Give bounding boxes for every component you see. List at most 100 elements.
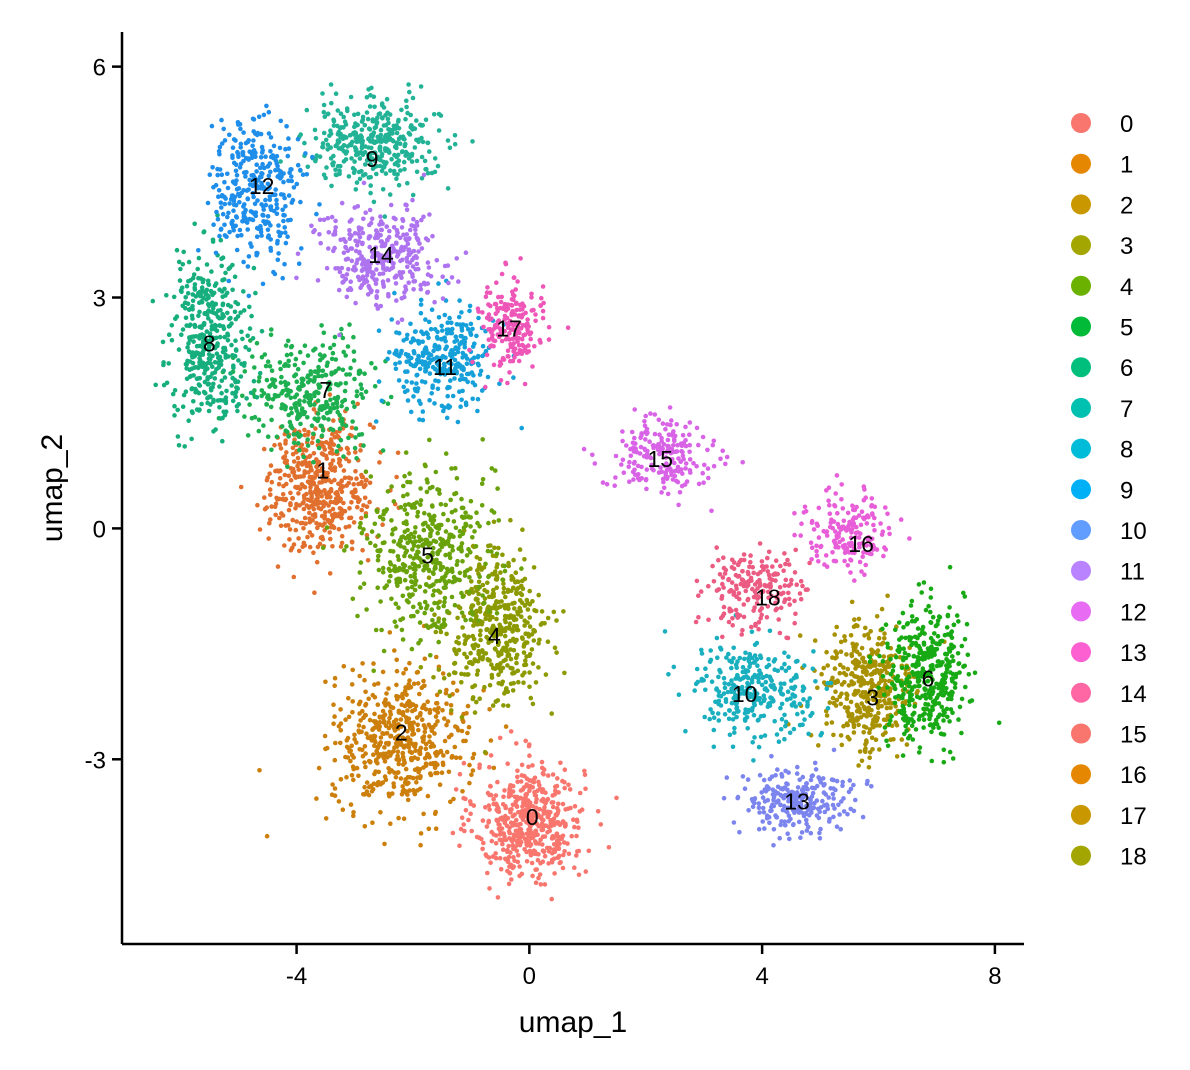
data-point [301, 411, 307, 417]
data-point [251, 378, 257, 384]
data-point [505, 663, 510, 668]
data-point [371, 199, 377, 205]
data-point [457, 533, 463, 539]
data-point [364, 731, 369, 736]
data-point [386, 120, 391, 126]
data-point [355, 122, 360, 128]
data-point [432, 600, 437, 606]
data-point [246, 347, 252, 353]
data-point [220, 415, 225, 421]
data-point [486, 803, 492, 808]
data-point [867, 750, 873, 755]
data-point [276, 481, 282, 487]
data-point [502, 628, 508, 634]
data-point [357, 711, 362, 716]
data-point [419, 717, 425, 722]
data-point [911, 710, 917, 716]
data-point [837, 694, 843, 699]
data-point [503, 657, 508, 662]
data-point [489, 466, 495, 471]
data-point [341, 454, 346, 459]
data-point [867, 755, 872, 760]
data-point [389, 484, 394, 489]
data-point [531, 831, 537, 836]
data-point [928, 674, 934, 679]
data-point [315, 411, 321, 416]
data-point [894, 754, 900, 759]
data-point [457, 605, 463, 611]
data-point [286, 412, 292, 418]
data-point [405, 398, 411, 403]
data-point [346, 459, 352, 464]
data-point [950, 676, 956, 681]
data-point [287, 419, 293, 425]
data-point [920, 666, 926, 671]
data-point [921, 640, 927, 646]
data-point [478, 628, 483, 634]
data-point [714, 686, 719, 691]
data-point [278, 380, 284, 385]
data-point [396, 330, 402, 336]
data-point [435, 710, 441, 715]
data-point [343, 380, 349, 386]
data-point [317, 480, 322, 485]
data-point [410, 95, 416, 101]
data-point [445, 719, 451, 724]
data-point [245, 433, 251, 438]
data-point [215, 314, 221, 320]
data-point [519, 583, 524, 589]
data-point [906, 735, 911, 741]
data-point [246, 254, 252, 259]
data-point [542, 805, 547, 810]
data-point [763, 679, 769, 685]
data-point [269, 368, 275, 374]
data-point [422, 610, 428, 616]
data-point [212, 360, 218, 365]
data-point [217, 405, 222, 410]
data-point [350, 667, 356, 673]
data-point [893, 654, 899, 660]
data-point [288, 352, 294, 357]
data-point [268, 332, 274, 338]
data-point [465, 326, 471, 332]
data-point [583, 786, 588, 792]
data-point [477, 696, 483, 701]
data-point [490, 854, 496, 859]
data-point [186, 341, 191, 346]
data-point [454, 651, 459, 657]
data-point [699, 647, 704, 653]
data-point [305, 443, 311, 448]
data-point [416, 564, 422, 569]
data-point [192, 324, 198, 330]
data-point [362, 371, 367, 377]
data-point [308, 371, 314, 377]
data-point [267, 471, 272, 477]
data-point [424, 582, 429, 587]
data-point [957, 670, 962, 675]
data-point [366, 126, 372, 131]
data-point [445, 138, 451, 143]
data-point [160, 339, 166, 345]
data-point [372, 695, 378, 700]
data-point [752, 642, 758, 648]
data-point [831, 732, 836, 738]
data-point [301, 360, 306, 366]
data-point [966, 672, 972, 677]
data-point [767, 628, 773, 634]
data-point [339, 515, 344, 521]
data-point [872, 690, 877, 695]
data-point [307, 510, 312, 516]
data-point [362, 824, 368, 829]
data-point [293, 356, 299, 362]
data-point [445, 609, 450, 614]
data-point [328, 397, 333, 403]
data-point [210, 165, 215, 170]
data-point [506, 602, 511, 608]
data-point [505, 859, 511, 865]
data-point [821, 665, 826, 671]
data-point [841, 665, 846, 670]
data-point [269, 479, 275, 485]
data-point [341, 468, 347, 473]
data-point [257, 768, 262, 773]
data-point [436, 667, 442, 672]
